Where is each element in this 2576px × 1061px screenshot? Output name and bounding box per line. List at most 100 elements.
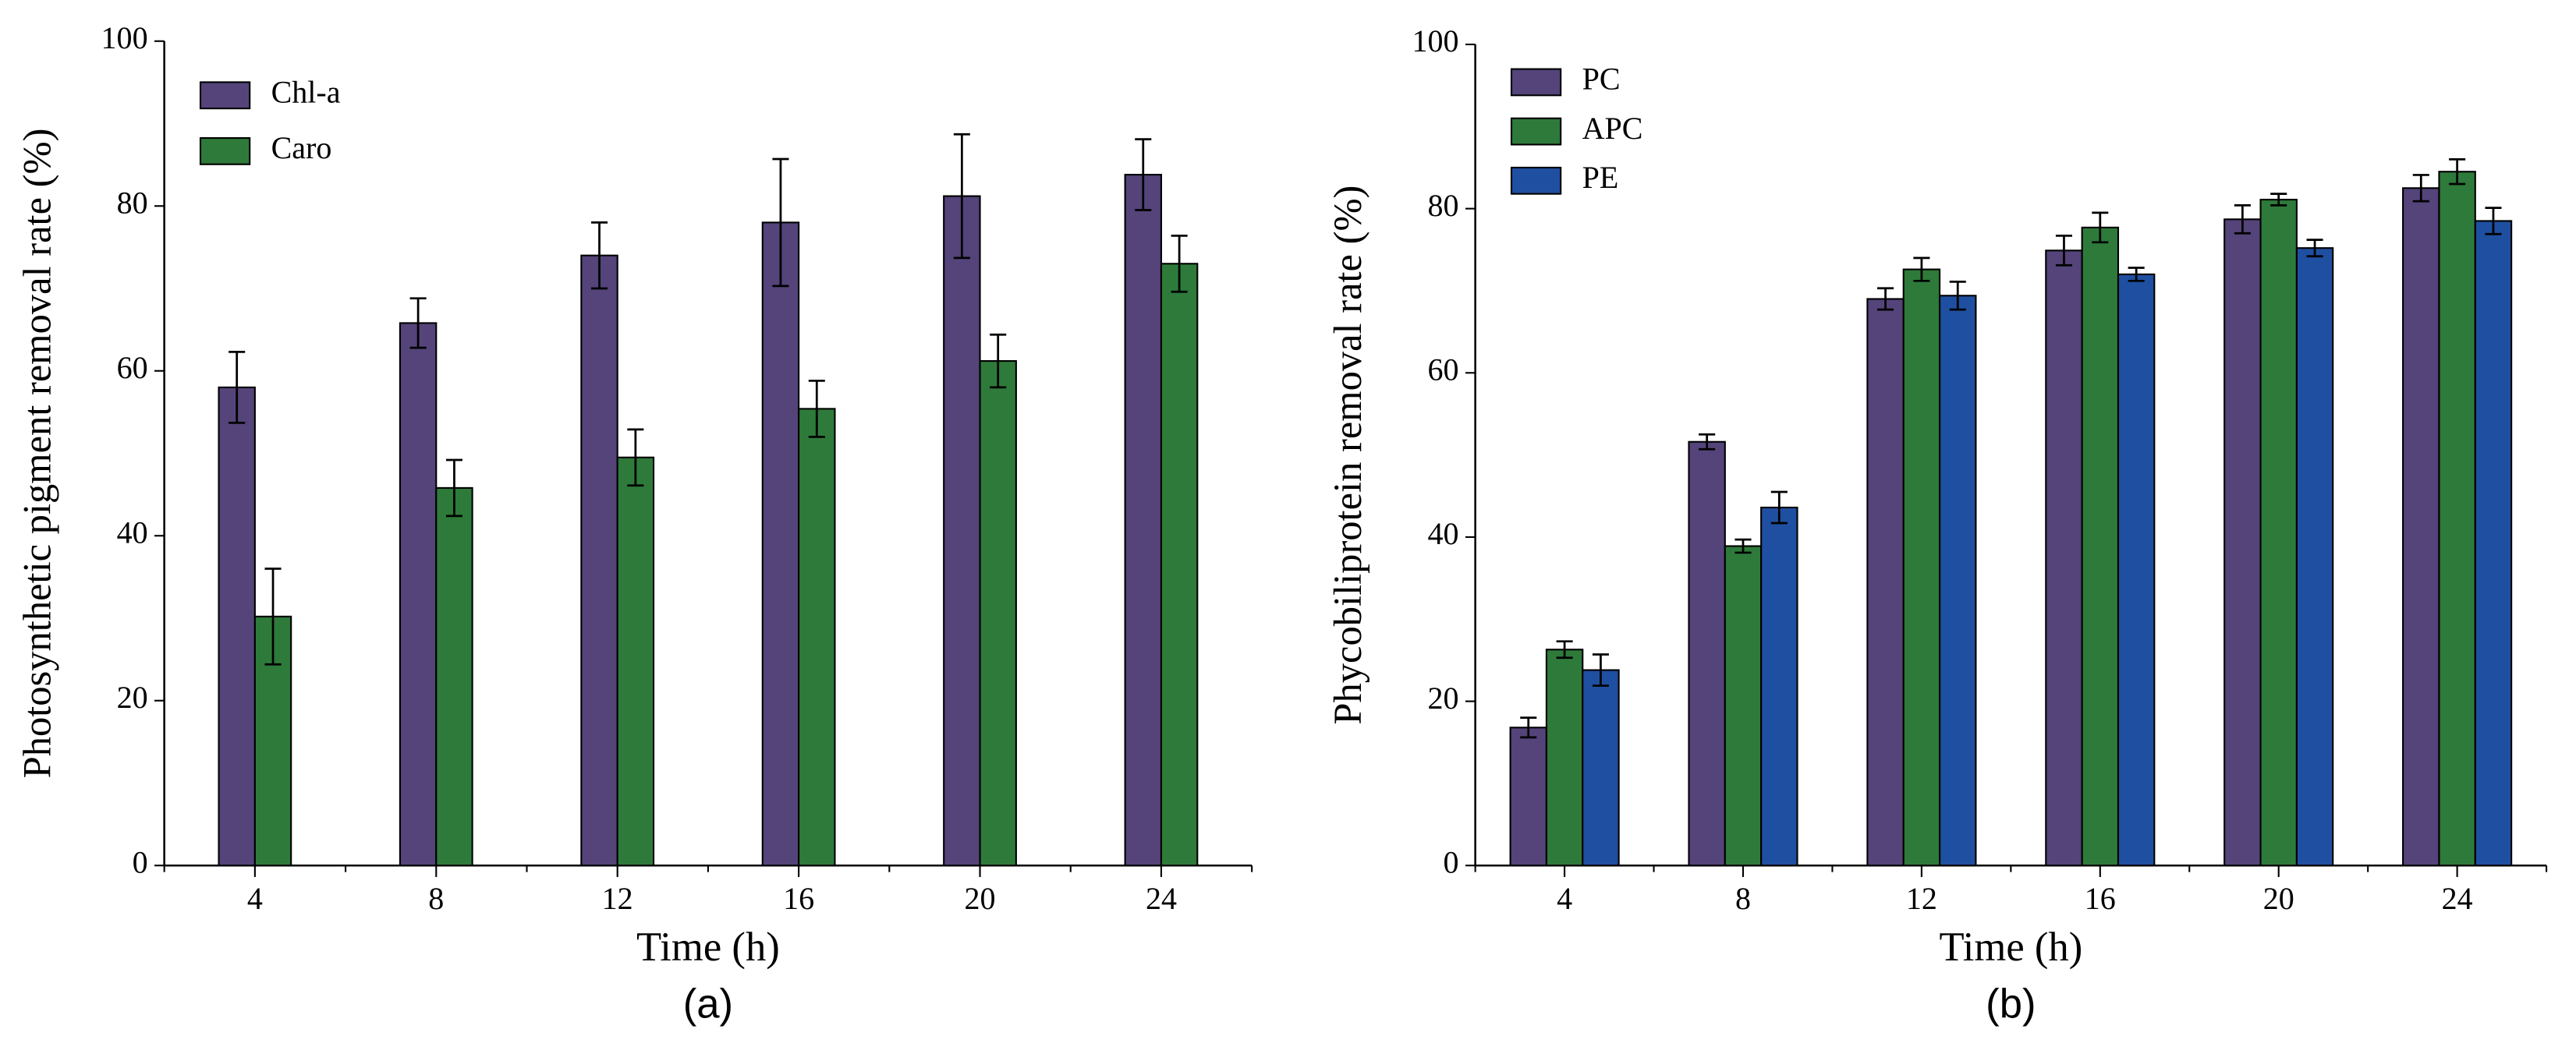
panel-label: (b) xyxy=(1986,981,2036,1027)
error-bar xyxy=(1171,234,1188,293)
error-bar xyxy=(2412,174,2429,203)
bar xyxy=(1724,545,1763,867)
bar xyxy=(1866,298,1905,867)
y-tick-label: 60 xyxy=(117,350,148,385)
bar xyxy=(2045,249,2083,867)
bar xyxy=(1124,174,1163,867)
bar xyxy=(616,456,655,867)
legend-label: PC xyxy=(1582,62,1621,97)
bar xyxy=(2081,226,2120,867)
error-bar xyxy=(2092,211,2109,244)
y-tick-label: 100 xyxy=(101,20,148,55)
legend-swatch xyxy=(1510,166,1562,195)
bar xyxy=(1545,649,1584,867)
error-bar xyxy=(1592,653,1609,687)
legend-swatch xyxy=(1510,117,1562,146)
legend-label: APC xyxy=(1582,111,1643,146)
x-tick-label: 16 xyxy=(783,881,814,916)
error-bar xyxy=(2234,204,2251,235)
bar xyxy=(399,322,438,867)
error-bar xyxy=(772,157,789,288)
error-bar xyxy=(264,568,282,666)
bar xyxy=(761,221,800,867)
x-tick-label: 16 xyxy=(2085,881,2116,916)
legend-label: PE xyxy=(1582,160,1619,195)
error-bar xyxy=(1556,640,1573,660)
y-axis-title: Photosynthetic pigment removal rate (%) xyxy=(15,129,58,779)
y-tick-label: 100 xyxy=(1412,23,1459,58)
bar xyxy=(979,360,1017,867)
y-tick-label: 60 xyxy=(1428,352,1459,387)
bar xyxy=(435,486,473,867)
bar xyxy=(2402,187,2440,867)
error-bar xyxy=(1699,433,1716,451)
legend-label: Caro xyxy=(271,130,332,165)
error-bar xyxy=(2270,193,2287,207)
error-bar xyxy=(990,333,1007,389)
error-bar xyxy=(445,458,462,518)
bar xyxy=(2474,220,2513,867)
error-bar xyxy=(590,221,608,290)
x-tick-label: 8 xyxy=(1735,881,1751,916)
y-tick-label: 40 xyxy=(1428,516,1459,551)
bar xyxy=(580,254,618,867)
error-bar xyxy=(627,428,644,487)
error-bar xyxy=(2449,158,2466,186)
error-bar xyxy=(953,133,970,260)
y-tick-label: 40 xyxy=(117,515,148,550)
error-bar xyxy=(1135,138,1152,211)
y-axis-title: Phycobiliprotein removal rate (%) xyxy=(1326,186,1369,725)
y-tick-label: 0 xyxy=(133,844,148,879)
error-bar xyxy=(808,380,825,438)
bar xyxy=(1939,295,1977,867)
error-bar xyxy=(2485,207,2502,235)
error-bar xyxy=(2128,267,2145,282)
bar xyxy=(1902,268,1941,867)
bar xyxy=(2295,247,2334,867)
error-bar xyxy=(1877,287,1894,311)
x-tick-label: 12 xyxy=(1906,881,1937,916)
x-tick-label: 20 xyxy=(965,881,996,916)
error-bar xyxy=(2306,239,2323,258)
x-tick-label: 8 xyxy=(428,881,444,916)
x-tick-label: 4 xyxy=(247,881,263,916)
error-bar xyxy=(1520,716,1537,739)
x-tick-label: 24 xyxy=(2442,881,2473,916)
error-bar xyxy=(2055,235,2072,267)
bar xyxy=(943,195,981,867)
error-bar xyxy=(1913,256,1930,282)
error-bar xyxy=(229,351,246,424)
bar xyxy=(1582,669,1620,867)
y-tick-label: 0 xyxy=(1444,844,1459,879)
bar xyxy=(2223,218,2262,867)
bar xyxy=(1760,506,1798,867)
x-tick-label: 4 xyxy=(1557,881,1572,916)
bar xyxy=(2117,273,2156,867)
bar xyxy=(1688,440,1726,867)
legend-swatch xyxy=(199,136,251,165)
panel-label: (a) xyxy=(683,981,733,1027)
error-bar xyxy=(1734,538,1752,554)
x-tick-label: 12 xyxy=(602,881,633,916)
y-tick-label: 20 xyxy=(1428,681,1459,716)
legend-swatch xyxy=(1510,68,1562,97)
bar xyxy=(1509,727,1547,867)
bar xyxy=(1160,263,1199,867)
error-bar xyxy=(409,297,427,349)
legend-label: Chl-a xyxy=(271,74,341,109)
error-bar xyxy=(1770,490,1788,525)
bar xyxy=(218,386,256,867)
bar xyxy=(798,408,836,867)
y-tick-label: 80 xyxy=(1428,188,1459,223)
x-axis-title: Time (h) xyxy=(636,925,780,970)
bar xyxy=(2259,198,2298,867)
x-tick-label: 20 xyxy=(2263,881,2294,916)
bar xyxy=(2438,171,2476,867)
x-axis-title: Time (h) xyxy=(1939,925,2082,970)
y-tick-label: 20 xyxy=(117,680,148,715)
error-bar xyxy=(1949,280,1966,311)
legend-swatch xyxy=(199,81,251,110)
y-tick-label: 80 xyxy=(117,185,148,220)
x-tick-label: 24 xyxy=(1146,881,1177,916)
